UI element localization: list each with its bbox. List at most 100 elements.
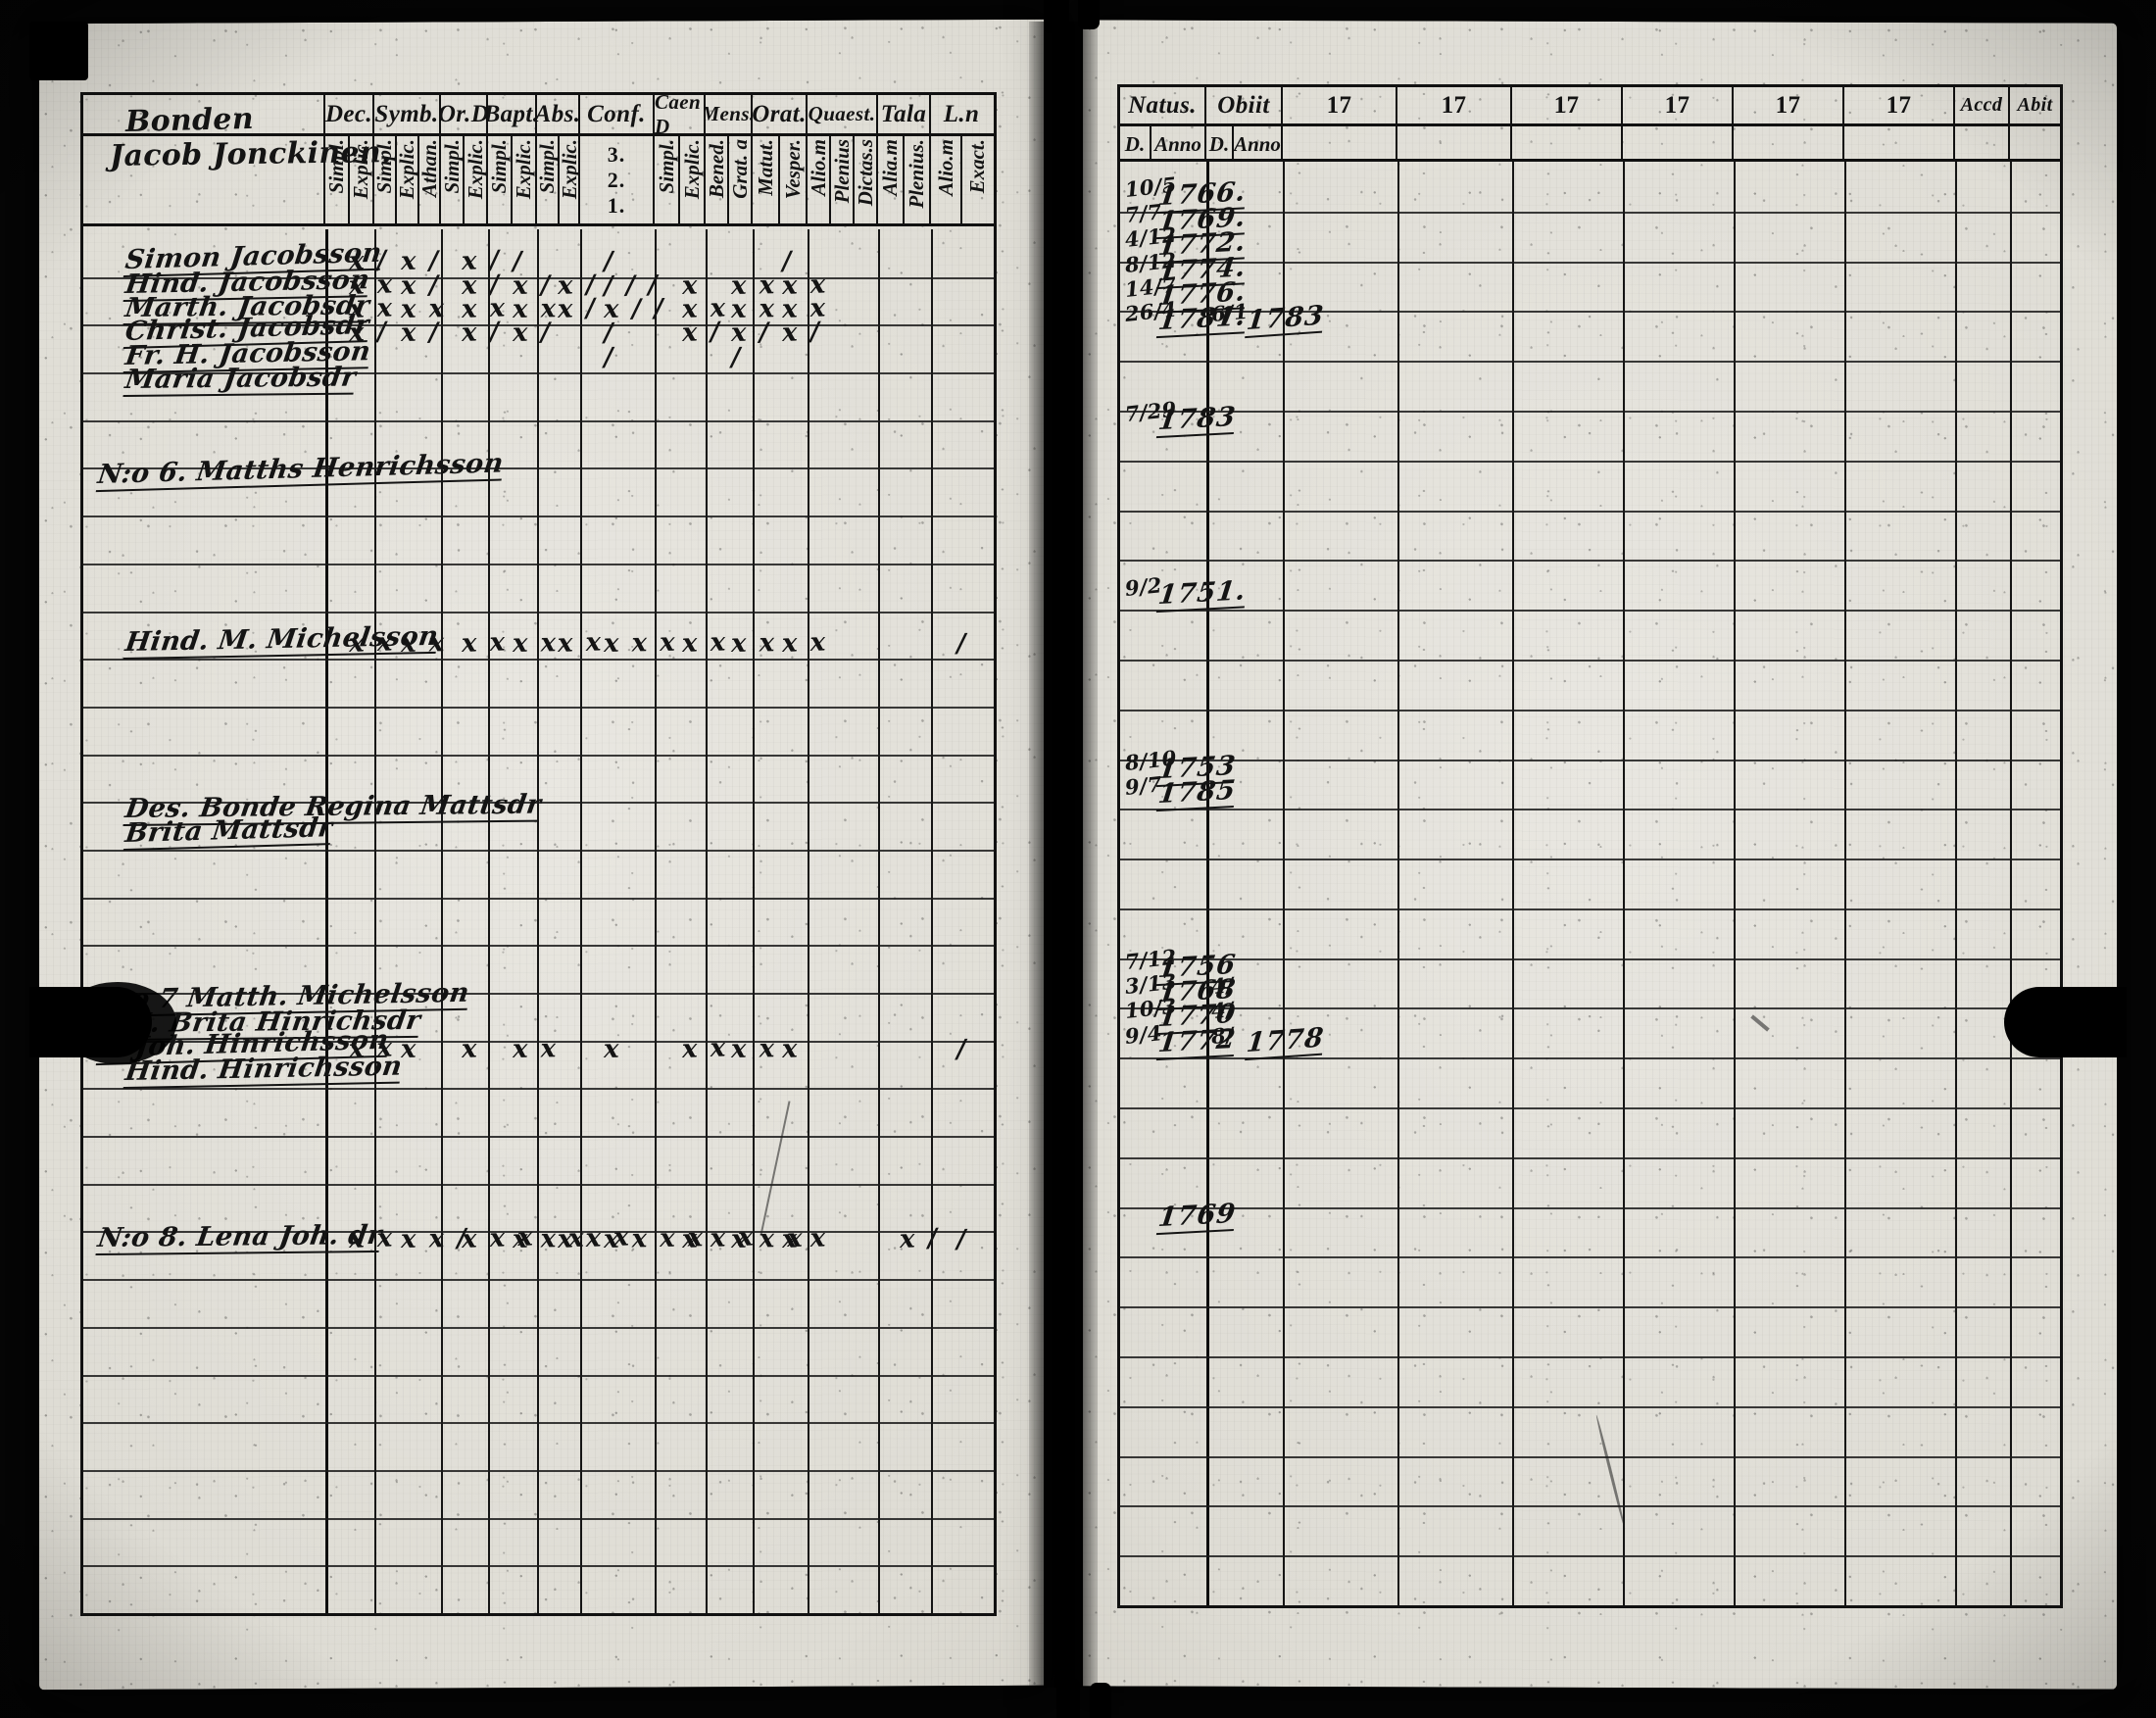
row-divider xyxy=(83,1136,994,1138)
header-obiit: Obiit xyxy=(1206,87,1283,123)
left-table-body xyxy=(83,229,994,1613)
obiit-year: 1778 xyxy=(1245,1022,1326,1061)
row-divider xyxy=(83,898,994,900)
column-divider xyxy=(488,229,490,1613)
column-divider xyxy=(1512,162,1514,1605)
header-ord: Or.D xyxy=(441,95,488,133)
row-divider xyxy=(1120,760,2060,761)
row-divider xyxy=(83,1470,994,1472)
row-divider xyxy=(83,850,994,852)
subheader-caend: Simpl. Explic. xyxy=(655,136,706,223)
attendance-mark: x x xyxy=(681,627,728,659)
household-heading-line1: Bonden xyxy=(124,101,255,139)
row-divider xyxy=(1120,660,2060,662)
row-divider xyxy=(83,1184,994,1186)
column-divider xyxy=(1623,162,1625,1605)
sub-natus-anno: Anno xyxy=(1154,131,1201,156)
holder-nib-bottom-1 xyxy=(1056,1679,1080,1718)
attendance-mark: x x xyxy=(348,627,395,659)
attendance-mark: x x xyxy=(781,627,828,659)
header-caend: Caen D xyxy=(655,95,706,133)
subheader-year-4 xyxy=(1623,126,1734,159)
attendance-mark: x xyxy=(781,1034,801,1064)
row-divider xyxy=(1120,1356,2060,1358)
attendance-mark: x xyxy=(400,1034,418,1064)
subheader-ord: Simpl. Explic. xyxy=(441,136,488,223)
subheader-tala: Alia.m Plenius. xyxy=(878,136,931,223)
attendance-mark: / xyxy=(956,1034,968,1064)
natus-year: 1783 xyxy=(1155,401,1238,439)
attendance-mark: x x xyxy=(557,627,604,659)
subheader-orat: Matut. Vesper. xyxy=(753,136,808,223)
row-divider xyxy=(83,707,994,709)
attendance-mark: x x x xyxy=(603,627,677,659)
row-divider xyxy=(1120,610,2060,612)
column-divider xyxy=(878,229,880,1613)
attendance-mark: x x xyxy=(681,1033,728,1064)
sub-quaest-dictass: Dictas.s xyxy=(853,139,877,207)
row-divider xyxy=(1120,1555,2060,1557)
subheader-year-1 xyxy=(1283,126,1397,159)
register-entry-name: Maria Jacobsdr xyxy=(122,362,359,398)
column-divider xyxy=(1397,162,1399,1605)
holder-nib-bottom-2 xyxy=(1090,1683,1111,1718)
attendance-mark: x / xyxy=(400,318,441,349)
header-abit: Abit xyxy=(2017,94,2053,116)
row-divider xyxy=(1120,1007,2060,1009)
attendance-mark: x / xyxy=(512,318,553,349)
row-divider xyxy=(1120,511,2060,513)
attendance-mark: x x xyxy=(730,1033,777,1064)
attendance-mark: x xyxy=(461,1034,480,1064)
row-divider xyxy=(83,1422,994,1424)
row-divider xyxy=(1120,809,2060,810)
row-divider xyxy=(83,1375,994,1377)
header-tala: Tala xyxy=(878,95,931,133)
sub-abs-simpl: Simpl. xyxy=(537,139,559,194)
sub-ln-alio: Alio.m xyxy=(933,139,957,196)
column-divider xyxy=(931,229,933,1613)
sub-ln-exact: Exact. xyxy=(964,139,989,194)
column-divider xyxy=(706,229,708,1613)
attendance-mark: / xyxy=(603,342,615,372)
holder-clamp-top-left xyxy=(29,22,88,80)
sub-ord-explic: Explic. xyxy=(463,139,487,200)
column-divider xyxy=(655,229,657,1613)
attendance-mark: x x xyxy=(512,1033,559,1064)
column-divider xyxy=(753,229,755,1613)
header-dec: Dec. xyxy=(325,95,374,133)
obiit-day: 4/ xyxy=(1209,972,1235,1000)
subheader-mens: Bened. Grat. a xyxy=(706,136,753,223)
row-divider xyxy=(1120,958,2060,960)
header-year-3: 17 xyxy=(1512,87,1623,123)
header-mens: Mens. xyxy=(706,95,753,133)
subheader-year-5 xyxy=(1734,126,1844,159)
subheader-natus: D. Anno xyxy=(1120,126,1206,159)
holder-nib-top-2 xyxy=(1078,0,1100,29)
holder-clamp-left-middle xyxy=(29,987,152,1057)
subheader-year-3 xyxy=(1512,126,1623,159)
attendance-mark: x / xyxy=(681,317,722,349)
holder-nib-top-1 xyxy=(1044,0,1069,33)
sub-abs-explic: Explic. xyxy=(558,139,580,200)
natus-year: 1785 xyxy=(1155,774,1238,812)
attendance-mark: x / xyxy=(899,1224,940,1255)
column-divider xyxy=(808,229,809,1613)
sub-tala-plenius: Plenius. xyxy=(905,139,928,209)
subheader-year-6 xyxy=(1844,126,1955,159)
subheader-year-2 xyxy=(1397,126,1512,159)
column-divider xyxy=(580,229,582,1613)
open-book: Dec. Symb. Or.D Bapt. Abs. Conf. Caen D … xyxy=(29,19,2127,1691)
row-divider xyxy=(83,420,994,422)
subheader-quaest: Alio.m Plenius Dictas.s xyxy=(808,136,878,223)
sub-conf-1: 1. xyxy=(607,192,626,218)
row-divider xyxy=(1120,710,2060,712)
sub-orat-matut: Matut. xyxy=(753,139,777,196)
column-divider xyxy=(537,229,539,1613)
column-divider xyxy=(374,229,376,1613)
subheader-accd xyxy=(1955,126,2010,159)
sub-conf-3: 3. xyxy=(607,141,626,167)
register-entry-name: N:o 8. Lena Joh. dr xyxy=(95,1220,384,1256)
holder-clamp-right-middle xyxy=(2004,987,2127,1057)
row-divider xyxy=(83,1088,994,1090)
